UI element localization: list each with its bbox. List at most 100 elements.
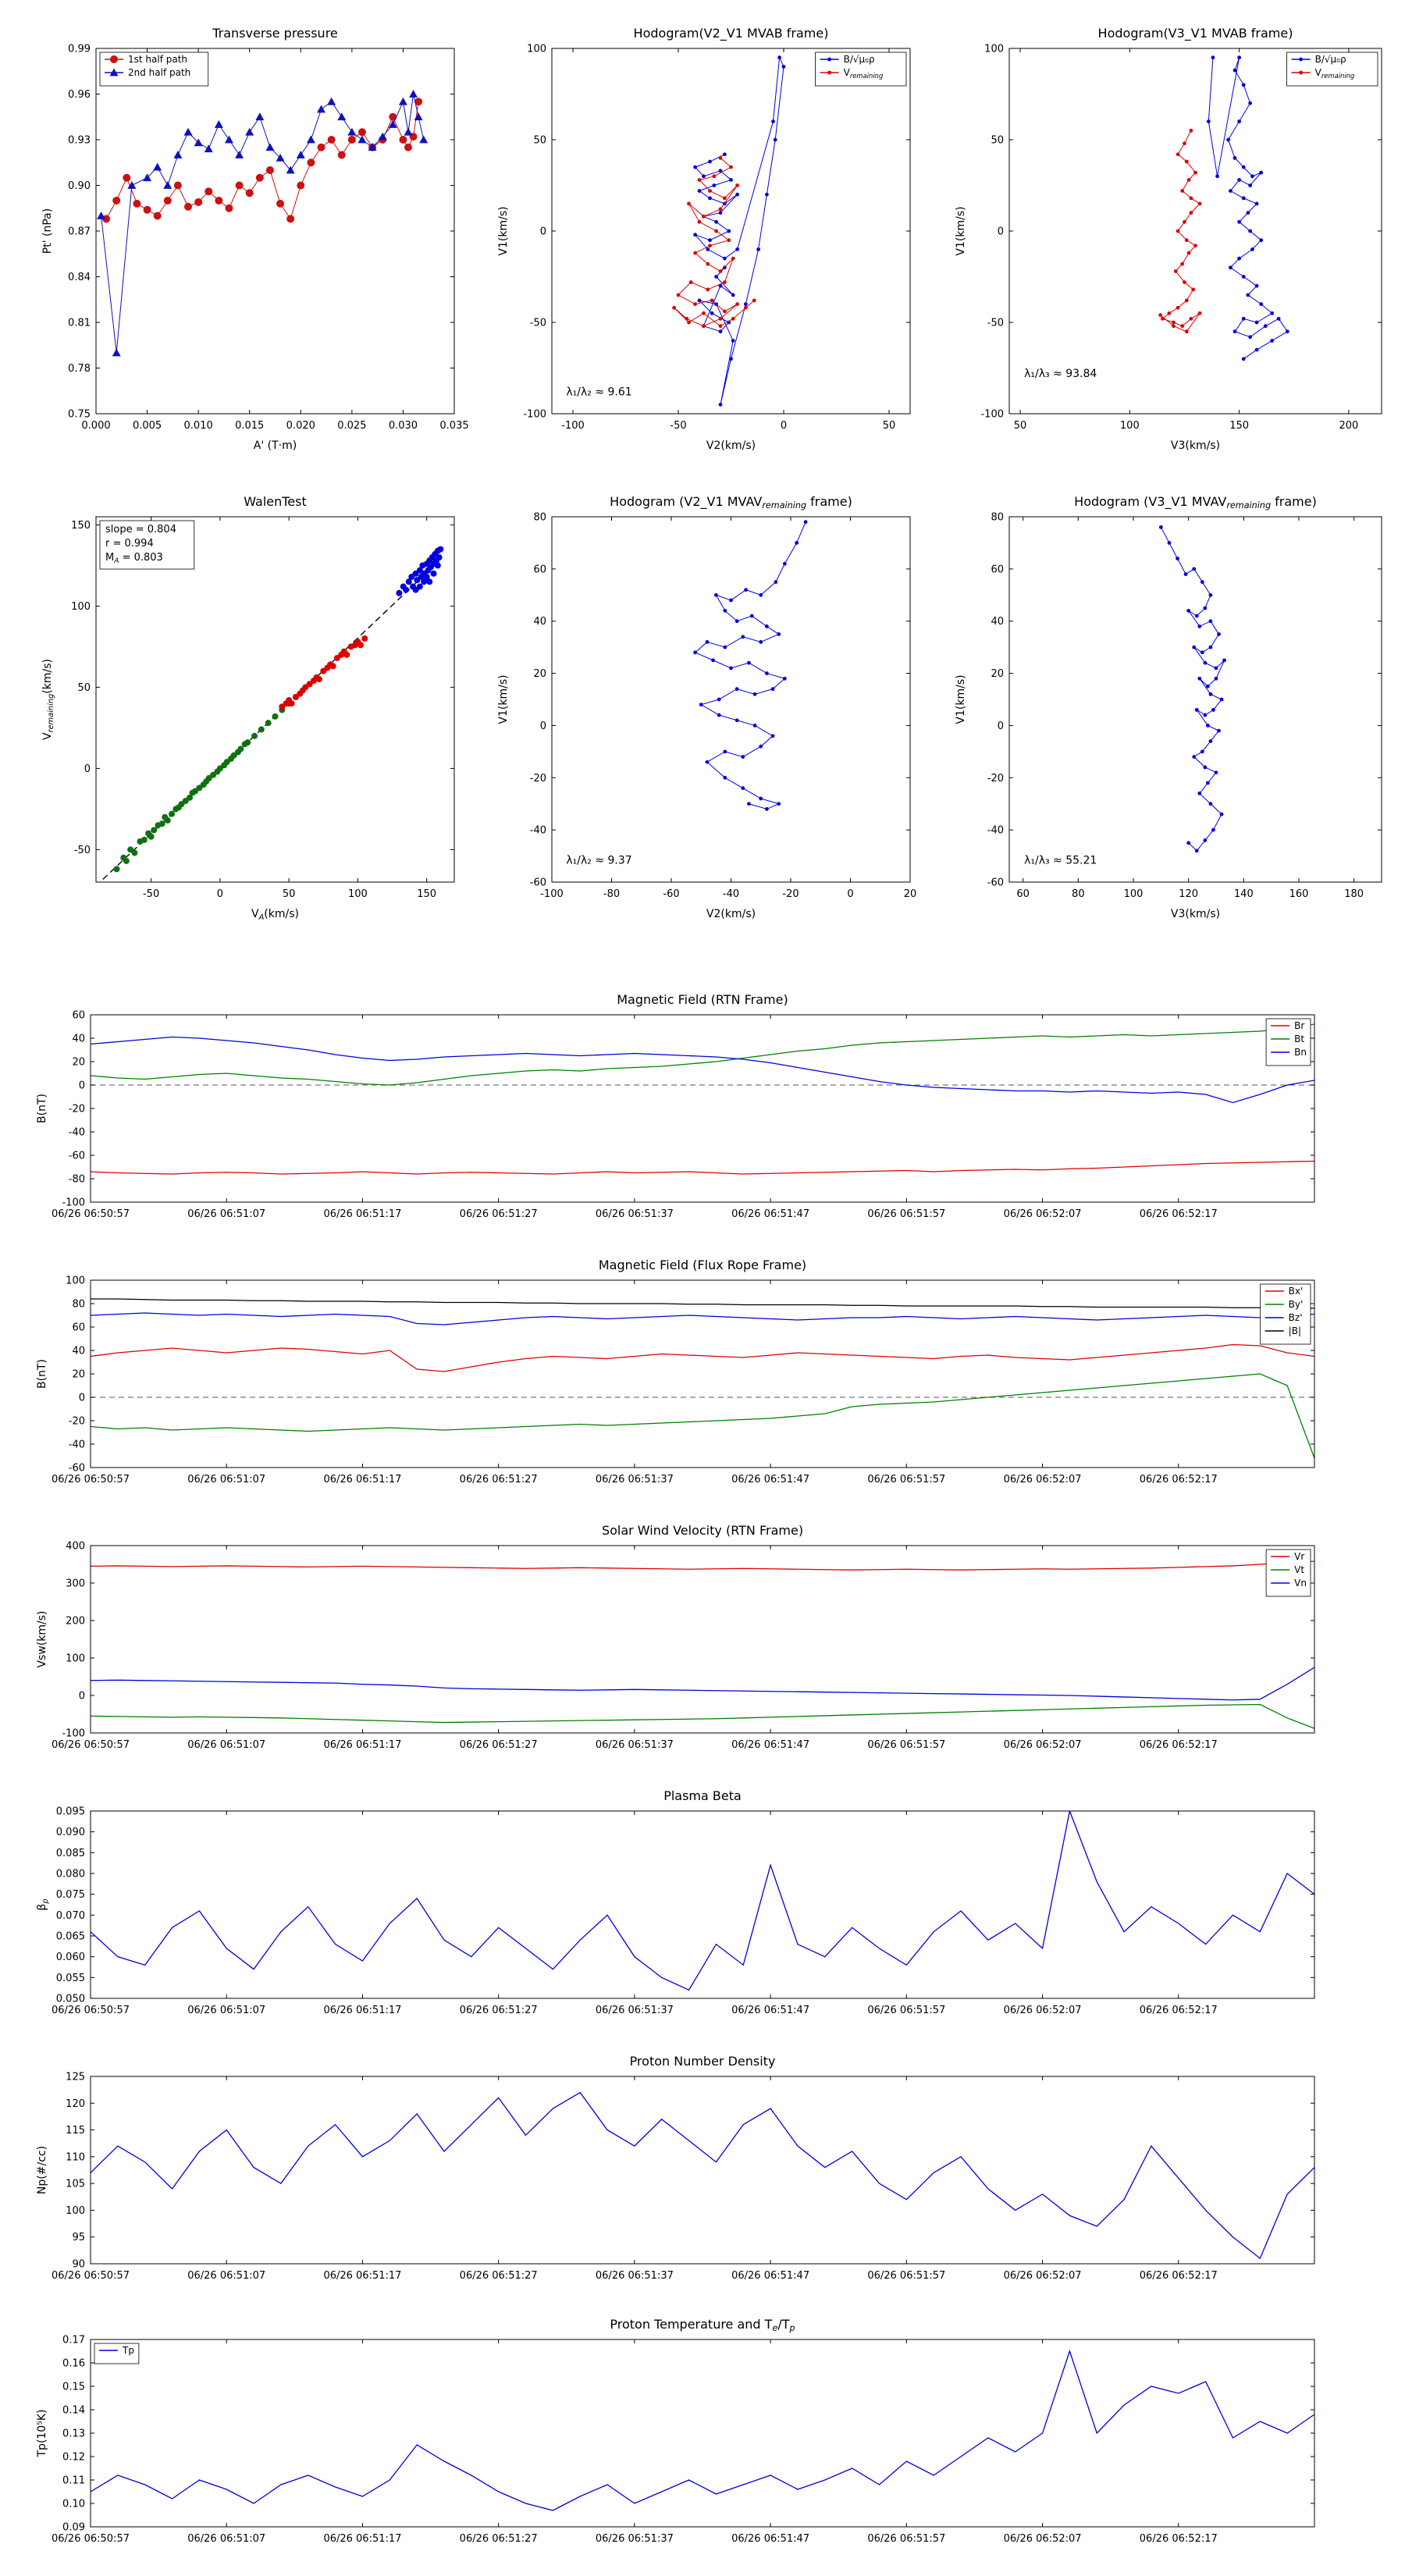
svg-text:Solar Wind Velocity (RTN Frame: Solar Wind Velocity (RTN Frame) [602, 1523, 803, 1538]
svg-text:V3(km/s): V3(km/s) [1171, 908, 1220, 920]
svg-text:160: 160 [1289, 888, 1309, 900]
chart-walen-test: -50 0 50 100 150 -50 0 50 100 150 WalenTest VA​(km/… [41, 494, 455, 922]
svg-text:A' (T·m): A' (T·m) [254, 439, 297, 452]
svg-text:0.12: 0.12 [62, 2452, 85, 2464]
svg-text:06/26 06:51:17: 06/26 06:51:17 [323, 2270, 401, 2282]
svg-text:06/26 06:50:57: 06/26 06:50:57 [52, 1208, 130, 1220]
svg-text:0.17: 0.17 [62, 2335, 85, 2347]
svg-text:150: 150 [1229, 420, 1249, 432]
svg-text:0.050: 0.050 [56, 1994, 85, 2005]
svg-text:95: 95 [72, 2232, 85, 2243]
svg-text:200: 200 [1339, 420, 1358, 432]
svg-text:Bz': Bz' [1289, 1312, 1303, 1323]
svg-text:B(nT): B(nT) [36, 1359, 48, 1389]
svg-text:0.15: 0.15 [62, 2382, 85, 2393]
svg-text:WalenTest: WalenTest [244, 494, 307, 509]
svg-text:Bn: Bn [1294, 1047, 1307, 1058]
svg-text:06/26 06:51:07: 06/26 06:51:07 [187, 1739, 265, 1751]
svg-text:0.035: 0.035 [439, 420, 468, 432]
svg-text:Vt: Vt [1294, 1564, 1304, 1575]
svg-text:06/26 06:51:47: 06/26 06:51:47 [731, 1208, 809, 1220]
svg-text:06/26 06:50:57: 06/26 06:50:57 [52, 1474, 130, 1485]
svg-text:slope = 0.804: slope = 0.804 [105, 524, 176, 535]
panel-proton-temperature: 06/26 06:50:57 06/26 06:51:07 06/26 06:51:… [0, 2304, 1405, 2565]
svg-text:0.020: 0.020 [286, 420, 315, 432]
svg-text:0: 0 [79, 1691, 85, 1703]
svg-text:20: 20 [904, 888, 917, 900]
svg-text:Magnetic Field (RTN Frame): Magnetic Field (RTN Frame) [617, 992, 788, 1007]
svg-text:-20: -20 [782, 888, 799, 900]
chart-magnetic-field-fluxrope: 06/26 06:50:57 06/26 06:51:07 06/26 06:51:… [36, 1258, 1315, 1485]
svg-text:-50: -50 [143, 888, 159, 900]
svg-text:06/26 06:51:07: 06/26 06:51:07 [187, 1474, 265, 1485]
svg-text:-40: -40 [987, 825, 1004, 837]
svg-text:0.085: 0.085 [56, 1848, 85, 1859]
svg-text:Vremaining​: Vremaining​ [844, 67, 884, 80]
svg-text:Bx': Bx' [1289, 1286, 1304, 1297]
svg-text:-40: -40 [69, 1127, 85, 1139]
svg-text:-40: -40 [530, 825, 546, 837]
svg-text:105: 105 [66, 2179, 85, 2190]
svg-text:06/26 06:52:07: 06/26 06:52:07 [1004, 2533, 1082, 2545]
svg-text:Vn: Vn [1294, 1578, 1307, 1589]
panel-hodogram-v3v1-mvab: 50 100 150 200 -100 -50 0 50 100 Hodogram(V3_V1 M… [935, 9, 1396, 465]
svg-text:Bt: Bt [1294, 1034, 1304, 1044]
svg-text:06/26 06:51:57: 06/26 06:51:57 [867, 2005, 945, 2016]
svg-text:200: 200 [66, 1616, 85, 1628]
svg-text:-100: -100 [540, 888, 564, 900]
svg-text:Proton Number Density: Proton Number Density [630, 2054, 776, 2069]
chart-proton-density: 06/26 06:50:57 06/26 06:51:07 06/26 06:51:… [36, 2054, 1315, 2282]
svg-text:0.11: 0.11 [62, 2475, 85, 2487]
chart-transverse-pressure: 0.000 0.005 0.010 0.015 0.020 0.025 0.030 0.035… [41, 26, 469, 452]
svg-text:Tp: Tp [122, 2345, 134, 2356]
svg-text:06/26 06:52:07: 06/26 06:52:07 [1004, 2270, 1082, 2282]
svg-text:60: 60 [72, 1010, 85, 1022]
svg-text:0: 0 [540, 226, 546, 238]
svg-text:06/26 06:52:07: 06/26 06:52:07 [1004, 2005, 1082, 2016]
panel-hodogram-v2v1-mvab: -100 -50 0 50 -100 -50 0 50 100 Hodogram(V2_V1 MV… [478, 9, 924, 465]
svg-text:06/26 06:52:07: 06/26 06:52:07 [1004, 1208, 1082, 1220]
svg-text:0.010: 0.010 [184, 420, 213, 432]
svg-text:V2(km/s): V2(km/s) [706, 439, 756, 452]
svg-text:0.14: 0.14 [62, 2405, 85, 2417]
svg-text:0.000: 0.000 [81, 420, 110, 432]
svg-text:80: 80 [1072, 888, 1085, 900]
svg-text:V1(km/s): V1(km/s) [497, 674, 510, 724]
svg-text:0: 0 [79, 1393, 85, 1404]
svg-text:06/26 06:50:57: 06/26 06:50:57 [52, 2533, 130, 2545]
svg-text:150: 150 [71, 520, 91, 532]
svg-text:|B|: |B| [1289, 1325, 1301, 1336]
svg-text:MA​ = 0.803: MA​ = 0.803 [105, 552, 163, 565]
svg-text:06/26 06:51:37: 06/26 06:51:37 [596, 1474, 674, 1485]
svg-text:80: 80 [991, 512, 1004, 524]
chart-plasma-beta: 06/26 06:50:57 06/26 06:51:07 06/26 06:51:… [36, 1788, 1315, 2016]
svg-text:-100: -100 [980, 409, 1004, 421]
svg-text:0.96: 0.96 [68, 89, 91, 101]
svg-text:06/26 06:51:37: 06/26 06:51:37 [596, 1208, 674, 1220]
svg-text:λ₁/λ₃ ≈ 93.84: λ₁/λ₃ ≈ 93.84 [1024, 368, 1097, 380]
svg-text:1st half path: 1st half path [128, 54, 187, 65]
svg-text:B/√μ₀ρ: B/√μ₀ρ [844, 54, 875, 65]
svg-text:B(nT): B(nT) [36, 1094, 48, 1123]
svg-text:06/26 06:52:07: 06/26 06:52:07 [1004, 1739, 1082, 1751]
chart-hodogram-v2v1-mvav: -100 -80 -60 -40 -20 0 20 -60 -40 -20 0 20 40 60 80 Hod… [497, 494, 917, 920]
svg-text:50: 50 [991, 135, 1004, 147]
svg-text:2nd half path: 2nd half path [128, 67, 190, 78]
svg-text:VA​(km/s): VA​(km/s) [251, 908, 299, 922]
svg-text:300: 300 [66, 1578, 85, 1590]
svg-text:-100: -100 [523, 409, 546, 421]
svg-text:06/26 06:51:57: 06/26 06:51:57 [867, 1739, 945, 1751]
svg-text:40: 40 [72, 1034, 85, 1045]
svg-text:-60: -60 [663, 888, 679, 900]
svg-text:0: 0 [84, 763, 91, 775]
svg-text:06/26 06:51:07: 06/26 06:51:07 [187, 2533, 265, 2545]
svg-text:λ₁/λ₂ ≈ 9.37: λ₁/λ₂ ≈ 9.37 [566, 855, 631, 867]
svg-text:06/26 06:51:47: 06/26 06:51:47 [731, 1474, 809, 1485]
svg-text:V2(km/s): V2(km/s) [706, 908, 756, 920]
svg-text:06/26 06:51:17: 06/26 06:51:17 [323, 2005, 401, 2016]
svg-text:06/26 06:51:07: 06/26 06:51:07 [187, 2270, 265, 2282]
chart-solar-wind-velocity: 06/26 06:50:57 06/26 06:51:07 06/26 06:51:… [36, 1523, 1315, 1751]
svg-text:Vremaining​: Vremaining​ [1315, 67, 1355, 80]
svg-text:B/√μ₀ρ: B/√μ₀ρ [1315, 54, 1346, 65]
svg-text:0.78: 0.78 [68, 363, 91, 375]
